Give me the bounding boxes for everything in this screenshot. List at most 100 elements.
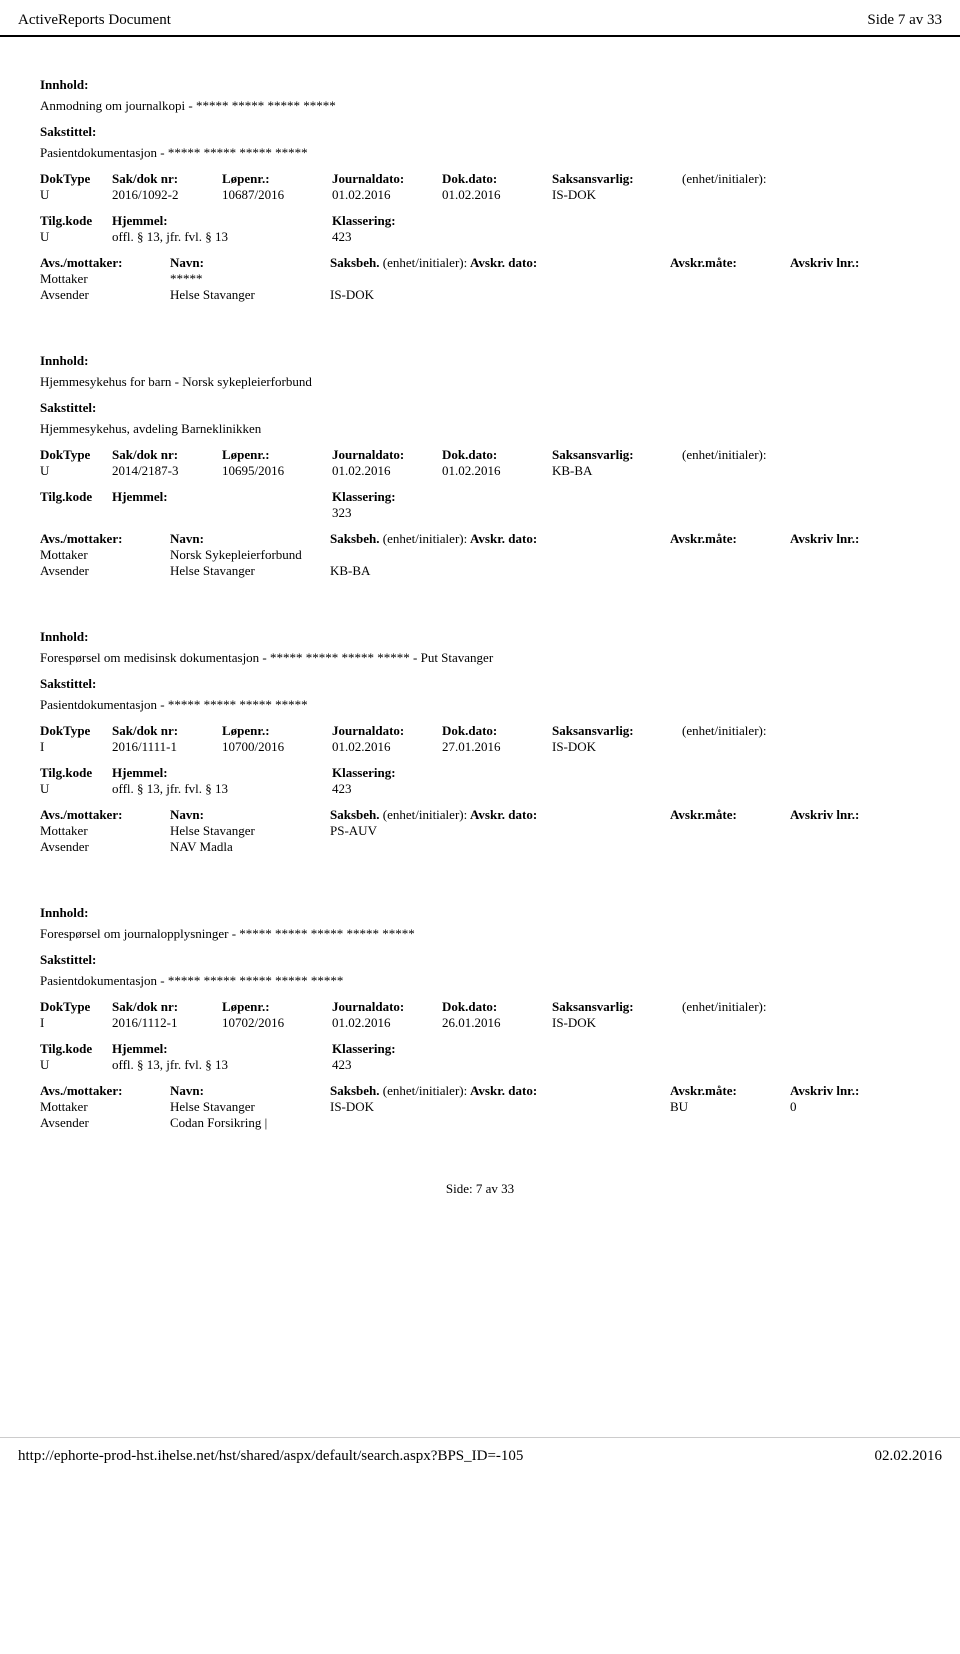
avskr-mate-label: Avskr.måte: — [670, 255, 790, 271]
journaldato-label: Journaldato: — [332, 723, 442, 739]
party-lnr — [790, 563, 880, 579]
avskriv-lnr-label: Avskriv lnr.: — [790, 531, 880, 547]
avsmottaker-label: Avs./mottaker: — [40, 1083, 170, 1099]
party-role: Avsender — [40, 839, 170, 855]
saksbeh-label: Saksbeh. (enhet/initialer): — [330, 1083, 470, 1099]
party-row: Mottaker***** — [40, 271, 920, 287]
tilgkode-value — [40, 505, 112, 521]
innhold-value: Anmodning om journalkopi - ***** ***** *… — [40, 98, 920, 114]
avsmottaker-label: Avs./mottaker: — [40, 531, 170, 547]
party-navn: Helse Stavanger — [170, 823, 330, 839]
hjemmel-value: offl. § 13, jfr. fvl. § 13 — [112, 1057, 332, 1073]
lopenr-value: 10700/2016 — [222, 739, 332, 755]
dokdato-value: 27.01.2016 — [442, 739, 552, 755]
klassering-label: Klassering: — [332, 1041, 662, 1057]
dokdato-label: Dok.dato: — [442, 723, 552, 739]
dokdato-label: Dok.dato: — [442, 999, 552, 1015]
navn-label: Navn: — [170, 807, 330, 823]
avskr-dato-label: Avskr. dato: — [470, 807, 670, 823]
doktype-value: I — [40, 739, 112, 755]
enhet-value — [682, 463, 822, 479]
saksbeh-label: Saksbeh. (enhet/initialer): — [330, 807, 470, 823]
klassering-label: Klassering: — [332, 213, 662, 229]
sakdok-label: Sak/dok nr: — [112, 447, 222, 463]
tilgkode-label: Tilg.kode — [40, 213, 112, 229]
doktype-value: U — [40, 187, 112, 203]
journaldato-value: 01.02.2016 — [332, 1015, 442, 1031]
sakdok-value: 2016/1111-1 — [112, 739, 222, 755]
party-mate — [670, 1115, 790, 1131]
lopenr-value: 10687/2016 — [222, 187, 332, 203]
doktype-value: I — [40, 1015, 112, 1031]
doktype-label: DokType — [40, 171, 112, 187]
avskriv-lnr-label: Avskriv lnr.: — [790, 807, 880, 823]
party-saksbeh — [330, 271, 470, 287]
party-lnr — [790, 1115, 880, 1131]
records-container: Innhold: Anmodning om journalkopi - *****… — [0, 77, 960, 1131]
sakstittel-label: Sakstittel: — [40, 400, 96, 415]
journaldato-label: Journaldato: — [332, 171, 442, 187]
party-navn: NAV Madla — [170, 839, 330, 855]
party-row: AvsenderHelse StavangerIS-DOK — [40, 287, 920, 303]
avskr-mate-label: Avskr.måte: — [670, 531, 790, 547]
sakstittel-value: Pasientdokumentasjon - ***** ***** *****… — [40, 973, 920, 989]
navn-label: Navn: — [170, 1083, 330, 1099]
party-navn: Helse Stavanger — [170, 563, 330, 579]
party-mate — [670, 287, 790, 303]
avskr-mate-label: Avskr.måte: — [670, 1083, 790, 1099]
party-mate — [670, 823, 790, 839]
party-role: Mottaker — [40, 823, 170, 839]
record: Innhold:Hjemmesykehus for barn - Norsk s… — [40, 353, 920, 579]
party-navn: Codan Forsikring | — [170, 1115, 330, 1131]
saksansvarlig-label: Saksansvarlig: — [552, 171, 682, 187]
party-row: AvsenderHelse StavangerKB-BA — [40, 563, 920, 579]
page-footer: http://ephorte-prod-hst.ihelse.net/hst/s… — [0, 1437, 960, 1479]
party-mate — [670, 271, 790, 287]
dokdato-value: 26.01.2016 — [442, 1015, 552, 1031]
saksbeh-label: Saksbeh. (enhet/initialer): — [330, 255, 470, 271]
party-navn: Helse Stavanger — [170, 287, 330, 303]
enhet-value — [682, 739, 822, 755]
tilgkode-value: U — [40, 229, 112, 245]
innhold-value: Hjemmesykehus for barn - Norsk sykepleie… — [40, 374, 920, 390]
enhet-label: (enhet/initialer): — [682, 999, 822, 1015]
innhold-value: Forespørsel om medisinsk dokumentasjon -… — [40, 650, 920, 666]
klassering-label: Klassering: — [332, 765, 662, 781]
journaldato-label: Journaldato: — [332, 447, 442, 463]
hjemmel-value: offl. § 13, jfr. fvl. § 13 — [112, 229, 332, 245]
dokdato-value: 01.02.2016 — [442, 463, 552, 479]
saksbeh-label: Saksbeh. (enhet/initialer): — [330, 531, 470, 547]
party-dato — [470, 839, 670, 855]
party-lnr — [790, 271, 880, 287]
party-dato — [470, 1099, 670, 1115]
header-left: ActiveReports Document — [18, 12, 171, 29]
sakstittel-label: Sakstittel: — [40, 676, 96, 691]
dokdato-value: 01.02.2016 — [442, 187, 552, 203]
sakdok-value: 2014/2187-3 — [112, 463, 222, 479]
lopenr-label: Løpenr.: — [222, 447, 332, 463]
party-dato — [470, 287, 670, 303]
avskr-dato-label: Avskr. dato: — [470, 255, 670, 271]
journaldato-label: Journaldato: — [332, 999, 442, 1015]
doktype-label: DokType — [40, 723, 112, 739]
innhold-label: Innhold: — [40, 77, 88, 92]
lopenr-label: Løpenr.: — [222, 723, 332, 739]
party-lnr — [790, 287, 880, 303]
party-role: Avsender — [40, 563, 170, 579]
dokdato-label: Dok.dato: — [442, 447, 552, 463]
page-indicator: Side: 7 av 33 — [0, 1181, 960, 1197]
footer-url: http://ephorte-prod-hst.ihelse.net/hst/s… — [18, 1448, 523, 1465]
doktype-label: DokType — [40, 447, 112, 463]
party-role: Mottaker — [40, 1099, 170, 1115]
avskr-dato-label: Avskr. dato: — [470, 1083, 670, 1099]
avskriv-lnr-label: Avskriv lnr.: — [790, 255, 880, 271]
hjemmel-label: Hjemmel: — [112, 489, 332, 505]
party-lnr — [790, 547, 880, 563]
party-saksbeh — [330, 547, 470, 563]
sakstittel-value: Pasientdokumentasjon - ***** ***** *****… — [40, 697, 920, 713]
party-row: AvsenderNAV Madla — [40, 839, 920, 855]
tilgkode-label: Tilg.kode — [40, 489, 112, 505]
hjemmel-value: offl. § 13, jfr. fvl. § 13 — [112, 781, 332, 797]
party-role: Avsender — [40, 287, 170, 303]
innhold-value: Forespørsel om journalopplysninger - ***… — [40, 926, 920, 942]
